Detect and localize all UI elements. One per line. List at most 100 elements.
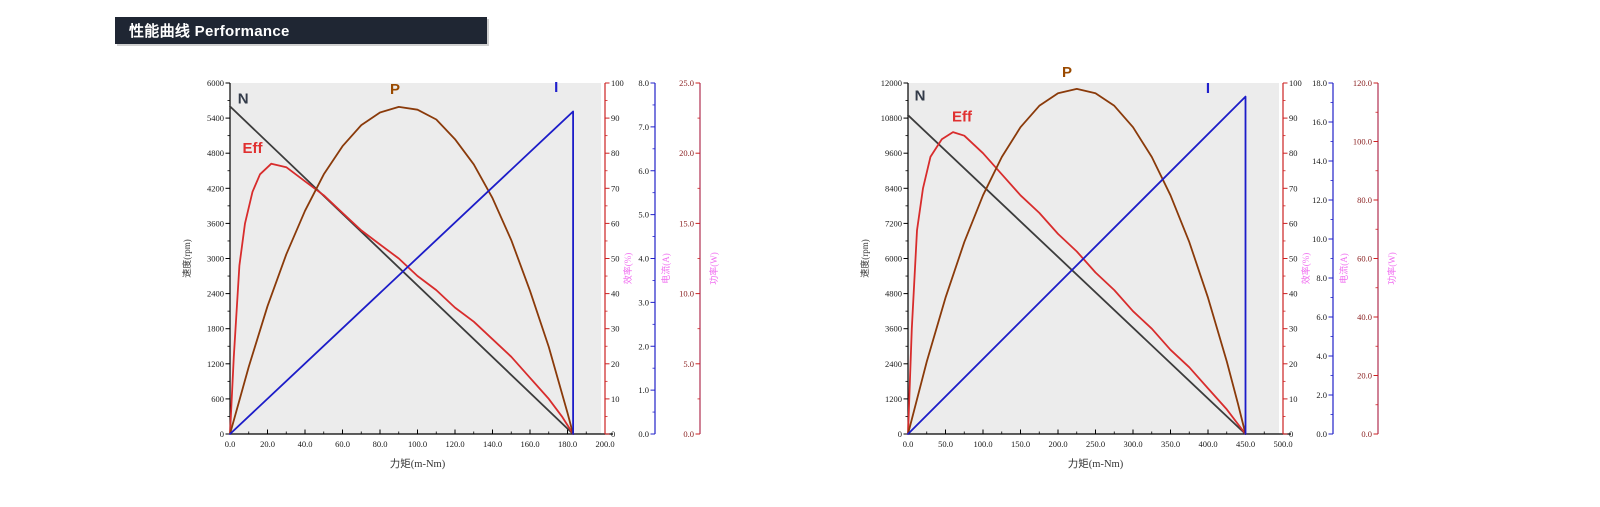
current-tick-label: 10.0 <box>1312 234 1327 244</box>
y-tick-label: 1200 <box>885 394 902 404</box>
current-tick-label: 7.0 <box>638 122 649 132</box>
power-axis: 0.0 5.0 10.0 15.0 20.0 25.0 功率(W) <box>679 78 719 439</box>
x-tick-label: 0.0 <box>225 439 236 449</box>
current-tick-label: 18.0 <box>1312 78 1327 88</box>
section-banner: 性能曲线 Performance <box>115 17 487 44</box>
current-tick-label: 4.0 <box>1316 351 1327 361</box>
curve-I <box>907 95 1247 435</box>
y-tick-label: 1200 <box>207 359 224 369</box>
x-tick-label: 500.0 <box>1273 439 1292 449</box>
eff-tick-label: 40 <box>611 289 620 299</box>
y-tick-label: 9600 <box>885 148 902 158</box>
eff-axis: 0 10 20 30 40 50 60 70 80 90 100 效率(%) <box>1282 78 1311 439</box>
y-tick-label: 5400 <box>207 113 224 123</box>
eff-tick-label: 10 <box>1289 394 1298 404</box>
curve-label-P: P <box>390 81 400 98</box>
y-tick-label: 4800 <box>207 148 224 158</box>
current-tick-label: 6.0 <box>1316 312 1327 322</box>
x-tick-label: 200.0 <box>595 439 614 449</box>
current-tick-label: 14.0 <box>1312 156 1327 166</box>
eff-axis-title: 效率(%) <box>1300 253 1311 285</box>
x-tick-label: 120.0 <box>445 439 464 449</box>
x-axis: 0.0 50.0 100.0 150.0 200.0 250.0 300.0 350.0 400… <box>903 429 1293 470</box>
x-axis-title: 力矩(m-Nm) <box>390 457 446 470</box>
y-tick-label: 12000 <box>881 78 902 88</box>
eff-tick-label: 0 <box>611 429 615 439</box>
power-axis-title: 功率(W) <box>708 252 719 285</box>
eff-tick-label: 60 <box>611 218 620 228</box>
current-tick-label: 8.0 <box>638 78 649 88</box>
current-tick-label: 1.0 <box>638 385 649 395</box>
eff-tick-label: 20 <box>611 359 620 369</box>
y-tick-label: 4200 <box>207 183 224 193</box>
current-tick-label: 12.0 <box>1312 195 1327 205</box>
eff-tick-label: 90 <box>1289 113 1298 123</box>
power-tick-label: 0.0 <box>683 429 694 439</box>
power-tick-label: 100.0 <box>1353 137 1372 147</box>
eff-tick-label: 10 <box>611 394 620 404</box>
curve-N <box>229 105 574 435</box>
y-tick-label: 2400 <box>207 289 224 299</box>
eff-tick-label: 80 <box>611 148 620 158</box>
y-tick-label: 0 <box>898 429 902 439</box>
x-tick-label: 180.0 <box>558 439 577 449</box>
y-tick-label: 0 <box>220 429 224 439</box>
y-tick-label: 3000 <box>207 254 224 264</box>
curve-label-N: N <box>238 90 249 107</box>
eff-tick-label: 50 <box>1289 254 1298 264</box>
y-tick-label: 600 <box>211 394 224 404</box>
curve-N <box>907 114 1247 435</box>
power-axis: 0.0 20.0 40.0 60.0 80.0 100.0 120.0 功率(W) <box>1353 78 1397 439</box>
x-axis-title: 力矩(m-Nm) <box>1068 457 1124 470</box>
current-axis: 0.0 1.0 2.0 3.0 4.0 5.0 6.0 7.0 8.0 电流(A) <box>638 78 671 439</box>
current-axis-title: 电流(A) <box>660 253 671 284</box>
power-tick-label: 5.0 <box>683 359 694 369</box>
performance-chart-1-svg: 0.0 20.0 40.0 60.0 80.0 100.0 120.0 140.0 160.0 1… <box>181 78 719 470</box>
x-tick-label: 160.0 <box>520 439 539 449</box>
x-tick-label: 350.0 <box>1161 439 1180 449</box>
y-tick-label: 6000 <box>885 254 902 264</box>
power-tick-label: 10.0 <box>679 289 694 299</box>
power-tick-label: 20.0 <box>1357 371 1372 381</box>
eff-tick-label: 100 <box>1289 78 1302 88</box>
y-tick-label: 2400 <box>885 359 902 369</box>
curve-I <box>229 110 574 435</box>
current-tick-label: 0.0 <box>1316 429 1327 439</box>
eff-tick-label: 50 <box>611 254 620 264</box>
curve-label-Eff: Eff <box>243 140 264 157</box>
y-tick-label: 7200 <box>885 218 902 228</box>
x-tick-label: 100.0 <box>408 439 427 449</box>
current-axis: 0.0 2.0 4.0 6.0 8.0 10.0 12.0 14.0 16.0 18.0 电流(A) <box>1312 78 1349 439</box>
eff-tick-label: 100 <box>611 78 624 88</box>
power-tick-label: 20.0 <box>679 148 694 158</box>
curve-label-Eff: Eff <box>952 109 973 126</box>
y-axis-title: 速度(rpm) <box>181 239 192 278</box>
x-tick-label: 50.0 <box>938 439 953 449</box>
curve-label-N: N <box>915 88 926 105</box>
x-tick-label: 450.0 <box>1236 439 1255 449</box>
power-tick-label: 40.0 <box>1357 312 1372 322</box>
performance-chart-1: 0.0 20.0 40.0 60.0 80.0 100.0 120.0 140.0 160.0 1… <box>170 75 750 507</box>
eff-axis-title: 效率(%) <box>622 253 633 285</box>
curve-Eff <box>907 131 1247 435</box>
eff-tick-label: 40 <box>1289 289 1298 299</box>
curve-label-I: I <box>1206 80 1210 97</box>
y-tick-label: 3600 <box>885 324 902 334</box>
eff-tick-label: 20 <box>1289 359 1298 369</box>
y-axis-title: 速度(rpm) <box>859 239 870 278</box>
x-tick-label: 80.0 <box>373 439 388 449</box>
power-tick-label: 15.0 <box>679 218 694 228</box>
current-tick-label: 5.0 <box>638 210 649 220</box>
current-tick-label: 6.0 <box>638 166 649 176</box>
x-tick-label: 200.0 <box>1048 439 1067 449</box>
power-axis-title: 功率(W) <box>1386 252 1397 285</box>
current-tick-label: 0.0 <box>638 429 649 439</box>
x-tick-label: 60.0 <box>335 439 350 449</box>
current-axis-title: 电流(A) <box>1338 253 1349 284</box>
eff-tick-label: 30 <box>611 324 620 334</box>
eff-tick-label: 70 <box>611 183 620 193</box>
power-tick-label: 80.0 <box>1357 195 1372 205</box>
x-tick-label: 20.0 <box>260 439 275 449</box>
power-tick-label: 25.0 <box>679 78 694 88</box>
curve-Eff <box>229 162 574 435</box>
